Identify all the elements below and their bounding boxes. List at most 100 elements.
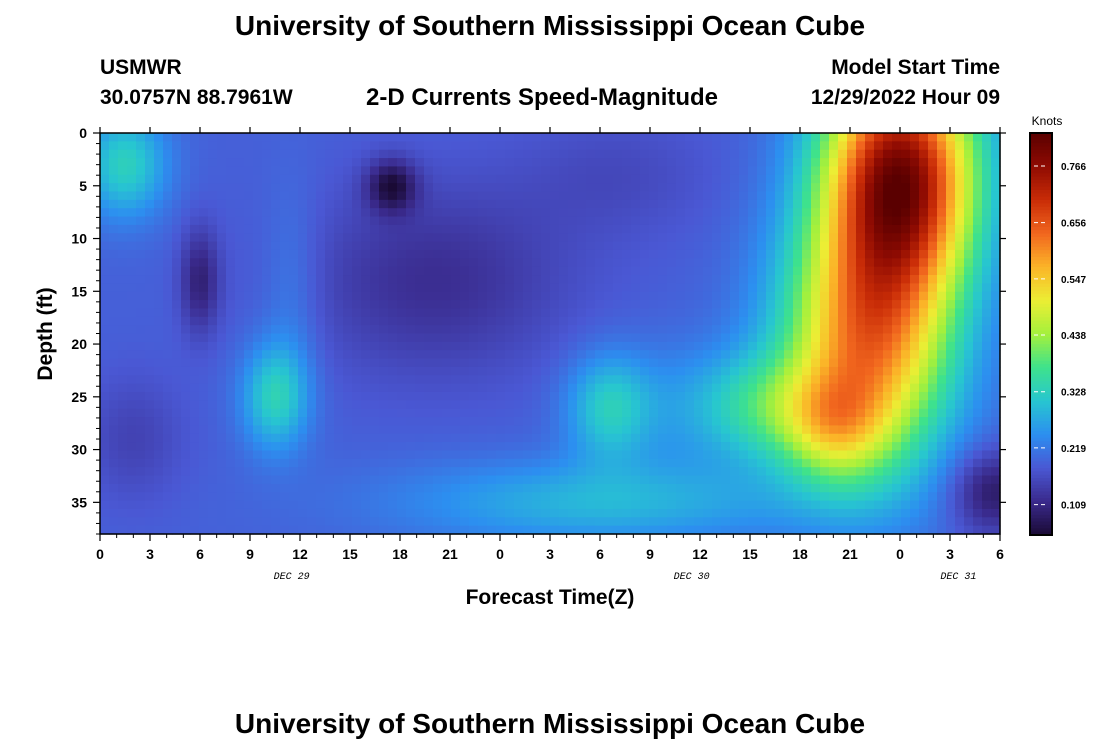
heatmap-cell [199, 517, 209, 527]
heatmap-cell [307, 191, 317, 201]
heatmap-cell [361, 425, 371, 435]
heatmap-cell [685, 341, 695, 351]
heatmap-cell [199, 199, 209, 209]
heatmap-cell [955, 417, 965, 426]
heatmap-cell [379, 275, 389, 284]
heatmap-cell [208, 174, 218, 184]
heatmap-cell [550, 500, 560, 510]
heatmap-cell [271, 300, 281, 310]
heatmap-cell [838, 483, 848, 493]
heatmap-cell [568, 224, 578, 234]
heatmap-cell [181, 249, 191, 259]
heatmap-cell [892, 383, 902, 393]
date-label: DEC 29 [274, 572, 310, 583]
heatmap-cell [973, 216, 983, 226]
heatmap-cell [820, 241, 830, 251]
heatmap-cell [703, 366, 713, 376]
heatmap-cell [397, 391, 407, 401]
heatmap-cell [253, 341, 263, 351]
heatmap-cell [271, 233, 281, 243]
heatmap-cell [541, 417, 551, 426]
heatmap-cell [964, 366, 974, 376]
heatmap-cell [721, 325, 731, 335]
heatmap-cell [109, 458, 119, 468]
heatmap-cell [370, 149, 380, 159]
heatmap-cell [694, 216, 704, 226]
heatmap-cell [676, 241, 686, 251]
heatmap-cell [937, 517, 947, 527]
heatmap-cell [127, 325, 137, 335]
heatmap-cell [685, 383, 695, 393]
heatmap-cell [784, 525, 794, 535]
heatmap-cell [577, 391, 587, 401]
heatmap-cell [298, 500, 308, 510]
heatmap-cell [208, 517, 218, 527]
heatmap-cell [595, 366, 605, 376]
heatmap-cell [460, 183, 470, 193]
heatmap-cell [964, 508, 974, 518]
heatmap-cell [361, 208, 371, 218]
heatmap-cell [838, 149, 848, 159]
x-tick-label: 21 [442, 546, 458, 562]
heatmap-cell [415, 417, 425, 426]
heatmap-cell [748, 149, 758, 159]
heatmap-cell [721, 283, 731, 293]
heatmap-cell [415, 433, 425, 443]
heatmap-cell [406, 300, 416, 310]
heatmap-cell [847, 425, 857, 435]
heatmap-cell [397, 191, 407, 201]
heatmap-cell [595, 492, 605, 502]
heatmap-cell [991, 291, 1001, 301]
heatmap-cell [667, 258, 677, 268]
heatmap-cell [613, 316, 623, 326]
heatmap-cell [838, 350, 848, 360]
heatmap-cell [784, 425, 794, 435]
heatmap-cell [325, 308, 335, 318]
heatmap-cell [217, 408, 227, 418]
heatmap-cell [712, 442, 722, 452]
heatmap-cell [226, 174, 236, 184]
heatmap-cell [460, 258, 470, 268]
heatmap-cell [136, 508, 146, 518]
heatmap-cell [766, 300, 776, 310]
heatmap-cell [622, 325, 632, 335]
heatmap-cell [370, 408, 380, 418]
heatmap-cell [901, 216, 911, 226]
heatmap-cell [109, 275, 119, 284]
heatmap-cell [946, 483, 956, 493]
heatmap-cell [289, 492, 299, 502]
heatmap-cell [514, 508, 524, 518]
heatmap-cell [820, 417, 830, 426]
heatmap-cell [217, 442, 227, 452]
heatmap-cell [469, 400, 479, 410]
heatmap-cell [370, 275, 380, 284]
heatmap-cell [820, 208, 830, 218]
heatmap-cell [406, 266, 416, 276]
heatmap-cell [226, 450, 236, 460]
heatmap-cell [118, 391, 128, 401]
heatmap-cell [685, 391, 695, 401]
heatmap-cell [730, 408, 740, 418]
heatmap-cell [577, 375, 587, 385]
heatmap-cell [568, 433, 578, 443]
heatmap-cell [235, 492, 245, 502]
heatmap-cell [325, 408, 335, 418]
heatmap-cell [604, 249, 614, 259]
heatmap-cell [811, 358, 821, 368]
heatmap-cell [577, 500, 587, 510]
heatmap-cell [208, 341, 218, 351]
heatmap-cell [613, 258, 623, 268]
heatmap-cell [811, 199, 821, 209]
heatmap-cell [127, 425, 137, 435]
heatmap-cell [433, 417, 443, 426]
heatmap-cell [838, 224, 848, 234]
heatmap-cell [181, 417, 191, 426]
heatmap-cell [217, 133, 227, 142]
heatmap-cell [703, 425, 713, 435]
heatmap-cell [856, 275, 866, 284]
heatmap-cell [190, 433, 200, 443]
heatmap-cell [226, 166, 236, 176]
heatmap-cell [775, 425, 785, 435]
heatmap-cell [874, 266, 884, 276]
